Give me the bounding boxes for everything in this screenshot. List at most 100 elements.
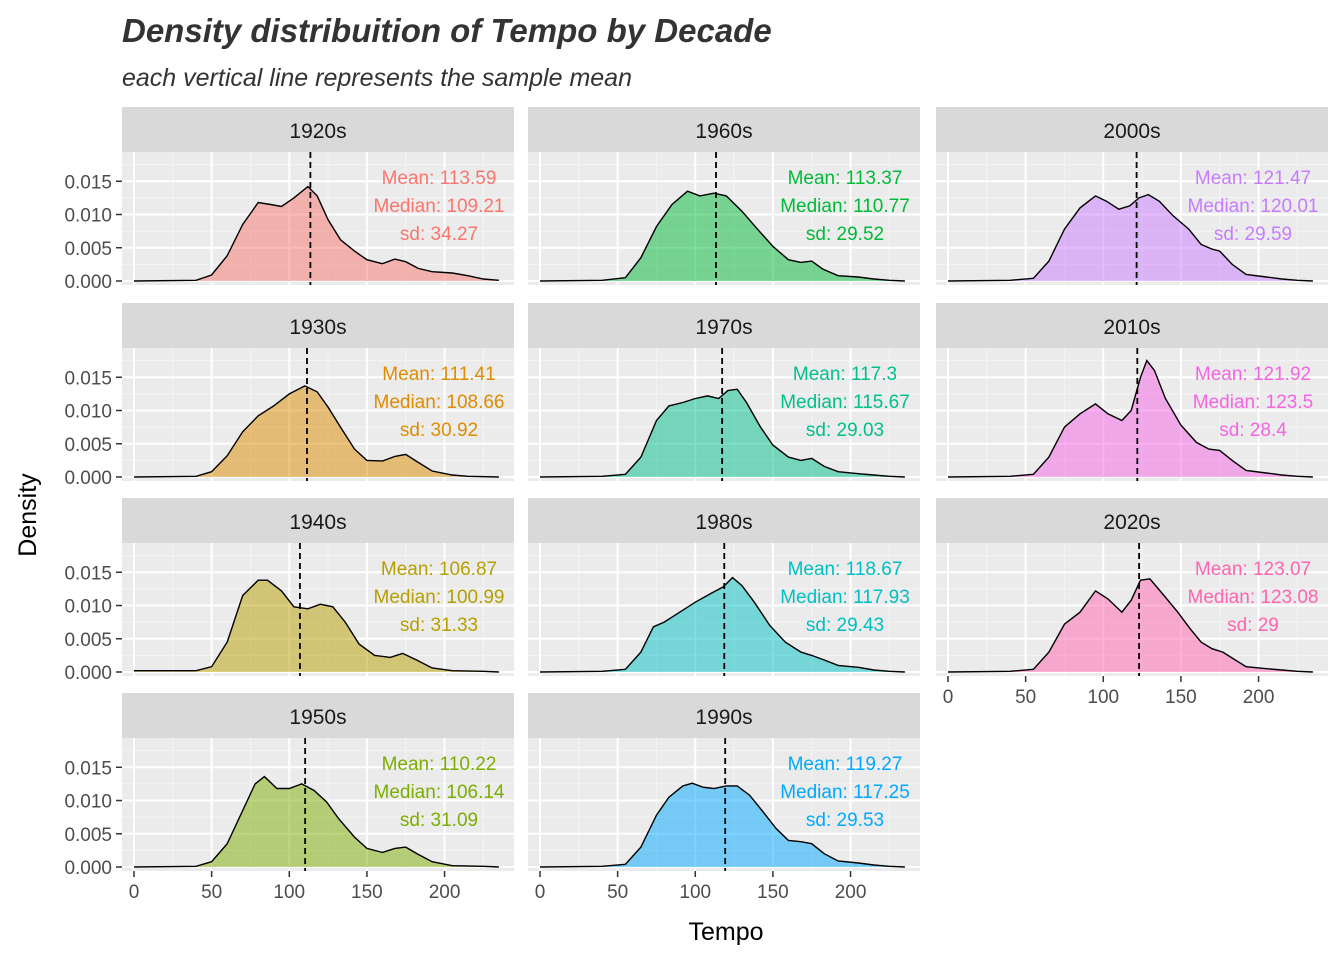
density-curve	[133, 185, 499, 282]
y-axis-title: Density	[14, 473, 42, 557]
x-tick-label: 0	[129, 882, 140, 903]
y-tick-label: 0.000	[64, 468, 112, 489]
stat-label: sd: 28.4	[1219, 420, 1287, 441]
stat-label: sd: 29	[1227, 615, 1279, 636]
facet-strip-label: 2020s	[1103, 511, 1160, 534]
facet-strip	[528, 693, 920, 738]
y-tick-label: 0.000	[64, 272, 112, 293]
x-tick-label: 200	[835, 882, 867, 903]
stat-label: Mean: 113.59	[382, 168, 497, 189]
density-curve	[134, 579, 499, 673]
panel-2000s: 2000s Mean: 121.47 Median: 120.01 sd: 29.59	[936, 107, 1328, 285]
stat-label: sd: 34.27	[400, 224, 478, 245]
stat-label: sd: 29.59	[1214, 224, 1292, 245]
density-area	[134, 186, 499, 281]
x-tick-label: 100	[1087, 687, 1119, 708]
density-curve	[133, 775, 499, 868]
y-tick-label: 0.005	[64, 825, 112, 846]
y-tick-label: 0.010	[64, 597, 112, 618]
density-area	[540, 191, 905, 281]
x-tick-label: 150	[351, 882, 383, 903]
density-area	[134, 776, 499, 867]
facet-strip-label: 1990s	[695, 706, 752, 729]
x-tick-label: 200	[1243, 687, 1275, 708]
y-tick-label: 0.010	[64, 402, 112, 423]
stat-label: Median: 117.93	[780, 587, 910, 608]
stat-label: sd: 29.03	[806, 420, 884, 441]
density-curve	[539, 190, 905, 282]
facet-strip-label: 1980s	[695, 511, 752, 534]
panel-2020s: 2020s Mean: 123.07 Median: 123.08 sd: 29 0 50…	[936, 498, 1328, 708]
density-area	[134, 580, 499, 672]
stat-label: Mean: 119.27	[788, 754, 903, 775]
facet-strip	[528, 303, 920, 348]
stat-label: Median: 123.08	[1188, 587, 1319, 608]
x-tick-label: 50	[201, 882, 222, 903]
y-tick-label: 0.015	[64, 368, 112, 389]
stat-label: Median: 110.77	[780, 196, 910, 217]
density-area	[134, 385, 499, 477]
density-curve	[539, 576, 905, 673]
facet-strip	[936, 107, 1328, 152]
facet-strip	[122, 107, 514, 152]
x-tick-label: 0	[535, 882, 546, 903]
y-tick-label: 0.015	[64, 758, 112, 779]
y-tick-label: 0.005	[64, 630, 112, 651]
x-tick-label: 200	[429, 882, 461, 903]
density-curve	[947, 359, 1313, 478]
density-area	[540, 577, 905, 672]
x-tick-label: 50	[1015, 687, 1036, 708]
density-area	[948, 578, 1313, 672]
y-tick-label: 0.005	[64, 239, 112, 260]
stat-label: Mean: 113.37	[788, 168, 903, 189]
density-curve	[947, 578, 1313, 673]
y-tick-label: 0.000	[64, 858, 112, 879]
stat-label: Median: 115.67	[780, 392, 910, 413]
x-tick-label: 100	[679, 882, 711, 903]
stat-label: Median: 123.5	[1193, 392, 1313, 413]
y-tick-label: 0.000	[64, 663, 112, 684]
stat-label: Mean: 106.87	[381, 559, 497, 580]
panel-1950s: 1950s Mean: 110.22 Median: 106.14 sd: 31.09…	[64, 693, 514, 903]
facet-strip	[122, 303, 514, 348]
panel-1960s: 1960s Mean: 113.37 Median: 110.77 sd: 29.52	[528, 107, 920, 285]
facet-strip-label: 1940s	[289, 511, 346, 534]
density-area	[948, 194, 1313, 281]
y-tick-label: 0.010	[64, 792, 112, 813]
x-tick-label: 50	[607, 882, 628, 903]
y-tick-label: 0.015	[64, 172, 112, 193]
x-axis-title: Tempo	[688, 918, 763, 946]
facet-strip-label: 1970s	[695, 316, 752, 339]
y-tick-label: 0.005	[64, 435, 112, 456]
y-tick-label: 0.015	[64, 563, 112, 584]
facet-strip-label: 1930s	[289, 316, 346, 339]
stat-label: sd: 30.92	[400, 420, 478, 441]
panel-2010s: 2010s Mean: 121.92 Median: 123.5 sd: 28.4	[936, 303, 1328, 481]
x-tick-label: 0	[943, 687, 954, 708]
facet-strip-label: 1920s	[289, 120, 346, 143]
panel-1930s: 1930s Mean: 111.41 Median: 108.66 sd: 30.92…	[64, 303, 514, 489]
density-curve	[133, 385, 499, 478]
stat-label: sd: 29.43	[806, 615, 884, 636]
facet-panels: 1920s Mean: 113.59 Median: 109.21 sd: 34.27…	[64, 107, 1328, 903]
stat-label: sd: 31.09	[400, 810, 478, 831]
facet-strip	[122, 498, 514, 543]
panel-1990s: 1990s Mean: 119.27 Median: 117.25 sd: 29.53…	[528, 693, 920, 903]
stat-label: Mean: 110.22	[382, 754, 497, 775]
facet-strip-label: 2010s	[1103, 316, 1160, 339]
facet-strip	[122, 693, 514, 738]
chart-subtitle: each vertical line represents the sample…	[122, 64, 632, 92]
panel-1980s: 1980s Mean: 118.67 Median: 117.93 sd: 29.43	[528, 498, 920, 676]
stat-label: Median: 106.14	[374, 782, 505, 803]
density-area	[948, 360, 1313, 477]
stat-label: Mean: 111.41	[382, 364, 495, 385]
facet-strip-label: 1960s	[695, 120, 752, 143]
stat-label: Mean: 121.92	[1195, 364, 1311, 385]
stat-label: Median: 120.01	[1188, 196, 1319, 217]
y-tick-label: 0.010	[64, 206, 112, 227]
x-tick-label: 100	[273, 882, 305, 903]
stat-label: Mean: 118.67	[788, 559, 903, 580]
chart-title: Density distribuition of Tempo by Decade	[122, 12, 772, 49]
stat-label: sd: 29.52	[806, 224, 884, 245]
